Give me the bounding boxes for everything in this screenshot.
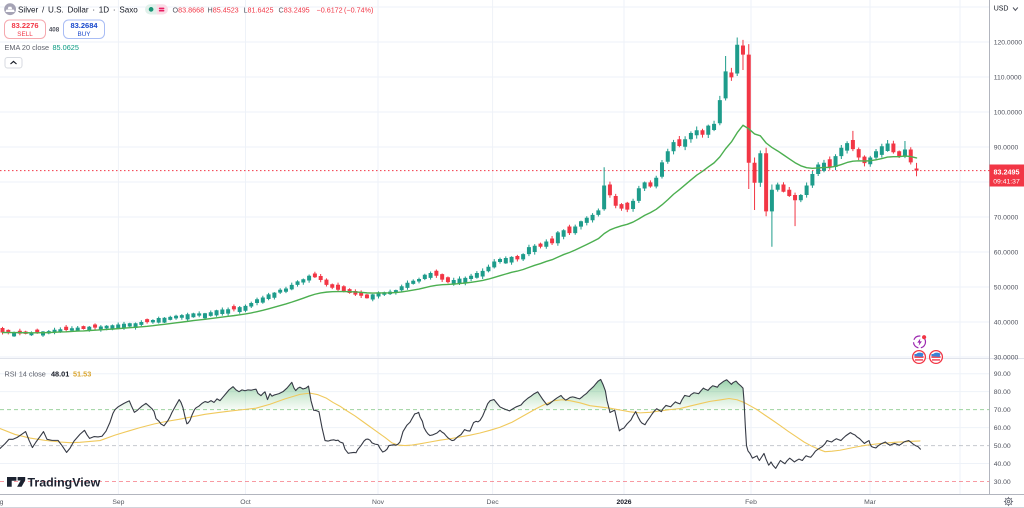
svg-text:EMA 20 close: EMA 20 close xyxy=(5,43,50,52)
svg-text:Feb: Feb xyxy=(745,499,757,506)
svg-text:40.0000: 40.0000 xyxy=(994,319,1019,326)
svg-text:SELL: SELL xyxy=(17,31,33,38)
svg-text:51.53: 51.53 xyxy=(73,370,91,379)
svg-text:Dec: Dec xyxy=(487,499,500,506)
svg-text:83.2684: 83.2684 xyxy=(70,21,98,30)
svg-text:100.0000: 100.0000 xyxy=(994,109,1023,116)
svg-text:Sep: Sep xyxy=(112,499,124,506)
svg-text:2026: 2026 xyxy=(616,499,631,506)
svg-text:85.0625: 85.0625 xyxy=(53,43,79,52)
svg-text:Mar: Mar xyxy=(864,499,876,506)
svg-text:Nov: Nov xyxy=(372,499,385,506)
svg-text:TradingView: TradingView xyxy=(28,476,101,490)
svg-text:83.2276: 83.2276 xyxy=(11,21,38,30)
svg-text:Oct: Oct xyxy=(240,499,251,506)
svg-text:L81.6425: L81.6425 xyxy=(244,5,274,14)
svg-text:09:41:37: 09:41:37 xyxy=(993,179,1020,186)
svg-text:70.0000: 70.0000 xyxy=(994,214,1019,221)
svg-text:BUY: BUY xyxy=(78,31,92,38)
svg-text:50.00: 50.00 xyxy=(994,443,1011,450)
svg-text:120.0000: 120.0000 xyxy=(994,39,1023,46)
svg-text:48.01: 48.01 xyxy=(51,370,69,379)
svg-text:30.0000: 30.0000 xyxy=(994,354,1019,361)
svg-text:110.0000: 110.0000 xyxy=(994,74,1022,81)
svg-text:90.00: 90.00 xyxy=(994,371,1011,378)
svg-text:60.00: 60.00 xyxy=(994,425,1011,432)
svg-text:(−0.74%): (−0.74%) xyxy=(344,5,373,14)
svg-text:60.0000: 60.0000 xyxy=(994,249,1019,256)
svg-text:70.00: 70.00 xyxy=(994,407,1011,414)
svg-text:408: 408 xyxy=(49,27,60,34)
svg-text:RSI 14 close: RSI 14 close xyxy=(5,370,46,379)
svg-text:O83.8668: O83.8668 xyxy=(173,5,205,14)
svg-text:C83.2495: C83.2495 xyxy=(279,5,310,14)
svg-text:H85.4523: H85.4523 xyxy=(208,5,239,14)
svg-text:90.0000: 90.0000 xyxy=(994,144,1019,151)
svg-text:Silver / U.S. Dollar · 1D · Sa: Silver / U.S. Dollar · 1D · Saxo xyxy=(18,5,138,14)
svg-text:83.2495: 83.2495 xyxy=(994,168,1020,177)
svg-text:−0.6172: −0.6172 xyxy=(317,5,343,14)
svg-text:30.00: 30.00 xyxy=(994,479,1011,486)
svg-text:40.00: 40.00 xyxy=(994,461,1011,468)
svg-text:g: g xyxy=(0,499,4,506)
svg-text:50.0000: 50.0000 xyxy=(994,284,1019,291)
svg-text:USD: USD xyxy=(994,6,1009,13)
svg-text:80.00: 80.00 xyxy=(994,389,1011,396)
